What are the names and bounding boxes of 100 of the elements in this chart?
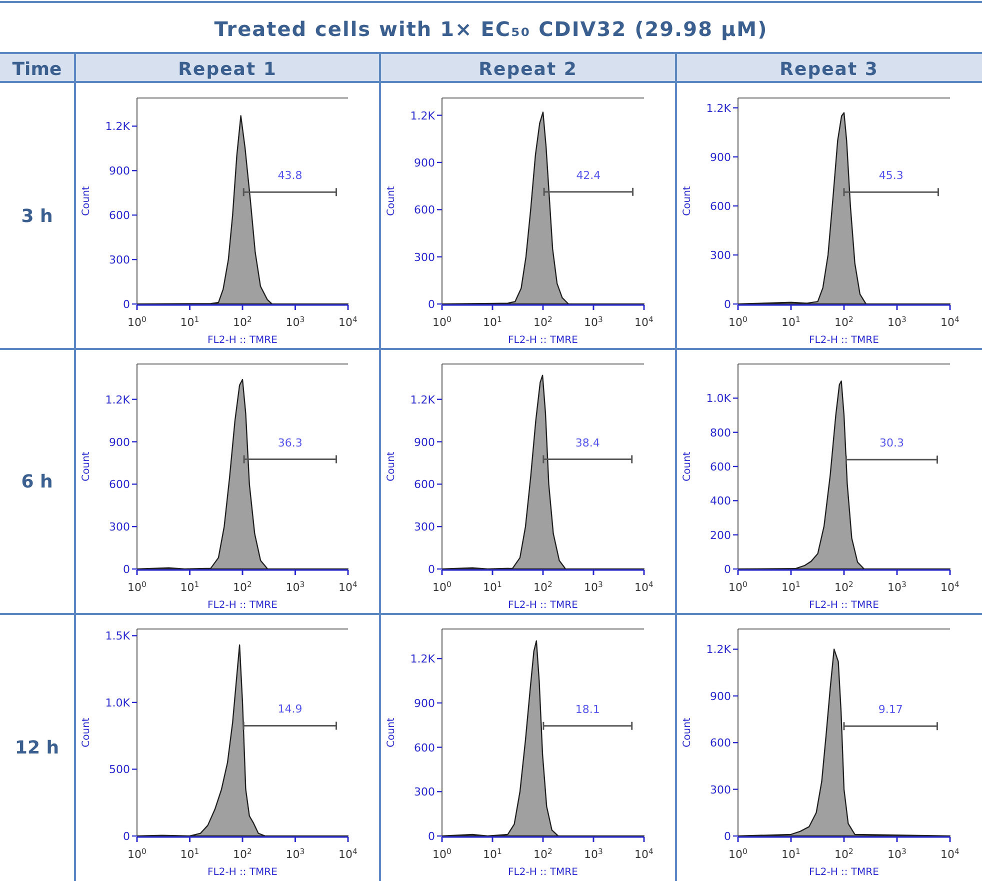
x-tick-label: 10$^{1}$ <box>483 314 502 329</box>
y-tick-label: 1.0K <box>706 392 732 406</box>
x-axis-title: FL2-H :: TMRE <box>508 600 578 611</box>
x-tick-label: 10$^{2}$ <box>834 580 854 594</box>
y-tick-label: 900 <box>710 690 731 703</box>
y-tick-label: 0 <box>428 563 435 576</box>
x-tick-label: 10$^{1}$ <box>180 846 200 861</box>
y-tick-label: 900 <box>109 436 130 449</box>
y-tick-label: 900 <box>414 156 435 170</box>
y-tick-label: 600 <box>710 460 731 474</box>
annotation: 43.8 <box>278 169 302 182</box>
y-tick-label: 300 <box>414 250 435 264</box>
x-tick-label: 10$^{3}$ <box>584 580 604 594</box>
x-tick-label: 10$^{4}$ <box>338 846 358 861</box>
x-tick-label: 10$^{4}$ <box>940 314 960 329</box>
text: Repeat 2 <box>478 59 578 80</box>
y-tick-label: 300 <box>109 520 130 534</box>
y-tick-label: 600 <box>414 478 435 492</box>
x-axis-title: FL2-H :: TMRE <box>809 600 879 611</box>
annotation: 42.4 <box>576 168 601 182</box>
y-tick-label: 300 <box>710 783 731 796</box>
x-tick-label: 10$^{3}$ <box>584 846 604 861</box>
y-tick-label: 0 <box>724 830 731 843</box>
text: 3 h <box>21 206 53 227</box>
x-tick-label: 10$^{3}$ <box>286 846 305 861</box>
x-tick-label: 10$^{2}$ <box>534 846 553 861</box>
y-tick-label: 900 <box>414 696 435 710</box>
text: 6 h <box>21 472 53 492</box>
x-tick-label: 10$^{2}$ <box>233 314 252 329</box>
x-tick-label: 10$^{3}$ <box>584 314 604 329</box>
annotation: 30.3 <box>879 436 904 450</box>
y-tick-label: 1.2K <box>105 393 131 406</box>
y-tick-label: 900 <box>109 164 130 178</box>
y-tick-label: 1.2K <box>706 643 732 656</box>
x-tick-label: 10$^{1}$ <box>483 580 502 594</box>
x-tick-label: 10$^{3}$ <box>888 846 907 861</box>
y-tick-label: 900 <box>710 150 731 164</box>
x-tick-label: 10$^{3}$ <box>286 580 305 594</box>
y-tick-label: 800 <box>710 426 731 440</box>
y-tick-label: 300 <box>414 786 435 799</box>
x-axis-title: FL2-H :: TMRE <box>208 600 278 611</box>
y-tick-label: 400 <box>710 494 731 508</box>
annotation: 18.1 <box>575 702 600 716</box>
x-tick-label: 10$^{4}$ <box>634 580 654 594</box>
x-axis-title: FL2-H :: TMRE <box>809 867 879 878</box>
y-axis-title: Count <box>682 452 693 482</box>
text: Treated cells with 1× EC₅₀ CDIV32 (29.98 μM) <box>214 17 768 41</box>
x-axis-title: FL2-H :: TMRE <box>809 335 879 346</box>
x-tick-label: 10$^{0}$ <box>432 314 452 329</box>
x-axis-title: FL2-H :: TMRE <box>208 335 278 346</box>
y-tick-label: 1.2K <box>105 120 131 134</box>
x-tick-label: 10$^{1}$ <box>782 846 801 861</box>
annotation: 14.9 <box>278 702 302 716</box>
x-tick-label: 10$^{0}$ <box>728 846 748 861</box>
x-tick-label: 10$^{4}$ <box>634 846 654 861</box>
y-axis-title: Count <box>386 186 397 216</box>
text: Time <box>12 59 62 80</box>
y-tick-label: 600 <box>414 204 435 217</box>
x-tick-label: 10$^{4}$ <box>940 580 960 594</box>
x-tick-label: 10$^{4}$ <box>634 314 654 329</box>
text: Repeat 3 <box>780 59 878 80</box>
x-tick-label: 10$^{1}$ <box>782 580 801 594</box>
y-tick-label: 1.2K <box>706 102 732 115</box>
x-tick-label: 10$^{1}$ <box>782 314 801 329</box>
y-tick-label: 600 <box>414 741 435 754</box>
x-tick-label: 10$^{2}$ <box>534 314 553 329</box>
y-tick-label: 200 <box>710 528 731 542</box>
x-tick-label: 10$^{0}$ <box>128 580 147 594</box>
y-tick-label: 1.5K <box>105 630 131 643</box>
x-axis-title: FL2-H :: TMRE <box>508 867 578 878</box>
x-tick-label: 10$^{0}$ <box>128 314 147 329</box>
y-axis-title: Count <box>682 186 693 216</box>
annotation: 36.3 <box>278 436 302 450</box>
y-tick-label: 1.2K <box>410 109 436 122</box>
x-tick-label: 10$^{2}$ <box>233 846 252 861</box>
y-tick-label: 500 <box>109 763 130 776</box>
x-tick-label: 10$^{3}$ <box>286 314 305 329</box>
y-tick-label: 300 <box>710 248 731 262</box>
x-tick-label: 10$^{2}$ <box>834 314 854 329</box>
y-axis-title: Count <box>386 718 397 748</box>
y-tick-label: 0 <box>428 830 435 843</box>
x-tick-label: 10$^{1}$ <box>483 846 502 861</box>
y-tick-label: 0 <box>428 298 435 311</box>
text: Repeat 1 <box>178 59 277 80</box>
text: 12 h <box>14 738 60 758</box>
x-tick-label: 10$^{0}$ <box>728 314 748 329</box>
y-axis-title: Count <box>386 452 397 482</box>
y-axis-title: Count <box>682 718 693 748</box>
y-tick-label: 1.0K <box>105 696 131 710</box>
x-tick-label: 10$^{3}$ <box>888 314 907 329</box>
x-tick-label: 10$^{0}$ <box>432 846 452 861</box>
x-tick-label: 10$^{2}$ <box>534 580 553 594</box>
x-tick-label: 10$^{4}$ <box>338 314 358 329</box>
x-axis-title: FL2-H :: TMRE <box>508 335 578 346</box>
x-tick-label: 10$^{3}$ <box>888 580 907 594</box>
x-tick-label: 10$^{0}$ <box>128 846 147 861</box>
y-tick-label: 600 <box>710 736 731 750</box>
annotation: 38.4 <box>575 436 600 450</box>
x-tick-label: 10$^{1}$ <box>180 314 200 329</box>
y-tick-label: 0 <box>724 298 731 311</box>
